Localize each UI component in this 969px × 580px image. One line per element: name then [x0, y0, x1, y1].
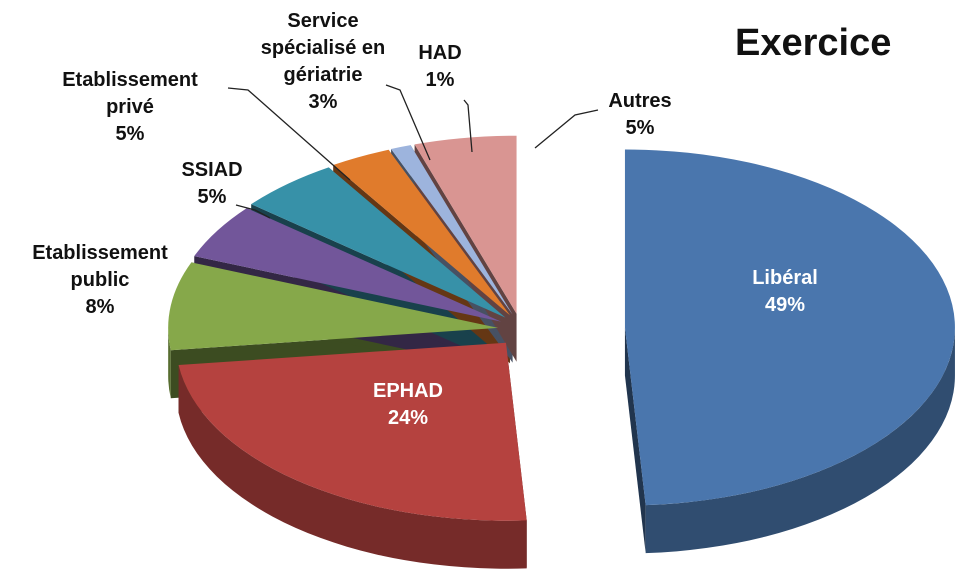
value-label: 5% — [115, 123, 145, 145]
leader-line — [463, 99, 473, 153]
slice — [333, 149, 511, 316]
slice-label: Etablissement public 8% — [0, 240, 200, 321]
slice-label: Autres 5% — [590, 88, 690, 142]
value-label: 5% — [197, 186, 227, 208]
slice-side — [645, 327, 955, 554]
category-label: SSIAD — [181, 159, 243, 181]
slice-side — [168, 327, 171, 399]
slice-label: Etablissement privé 5% — [55, 67, 205, 148]
leader-line — [534, 109, 599, 149]
category-label: HAD — [418, 42, 462, 64]
value-label: 5% — [625, 117, 655, 139]
chart-title: Exercice — [735, 22, 892, 64]
slice — [391, 145, 513, 315]
slice-label: Libéral 49% — [710, 265, 860, 319]
category-label: Autres — [608, 90, 672, 112]
value-label: 24% — [387, 407, 429, 429]
category-label: Etablissement privé — [62, 69, 198, 118]
slice — [168, 262, 499, 351]
value-label: 8% — [85, 296, 115, 318]
category-label: Service spécialisé en gériatrie — [260, 10, 386, 86]
value-label: 3% — [308, 91, 338, 113]
slice-label: EPHAD 24% — [333, 378, 483, 432]
slice-wall — [624, 327, 646, 554]
value-label: 1% — [425, 69, 455, 91]
slice-side — [178, 365, 527, 569]
leader-line — [227, 87, 351, 181]
slice-label: HAD 1% — [400, 40, 480, 94]
category-label: Etablissement public — [32, 242, 168, 291]
slice — [251, 167, 506, 318]
slice-label: Service spécialisé en gériatrie 3% — [253, 8, 393, 116]
slice — [414, 135, 517, 314]
slice — [194, 208, 502, 322]
leader-line — [385, 84, 431, 161]
value-label: 49% — [764, 294, 806, 316]
category-label: EPHAD — [372, 380, 443, 402]
slice-label: SSIAD 5% — [152, 157, 272, 211]
slice — [178, 342, 527, 521]
leader-line — [235, 204, 271, 219]
category-label: Libéral — [752, 267, 818, 289]
slice — [624, 149, 955, 506]
